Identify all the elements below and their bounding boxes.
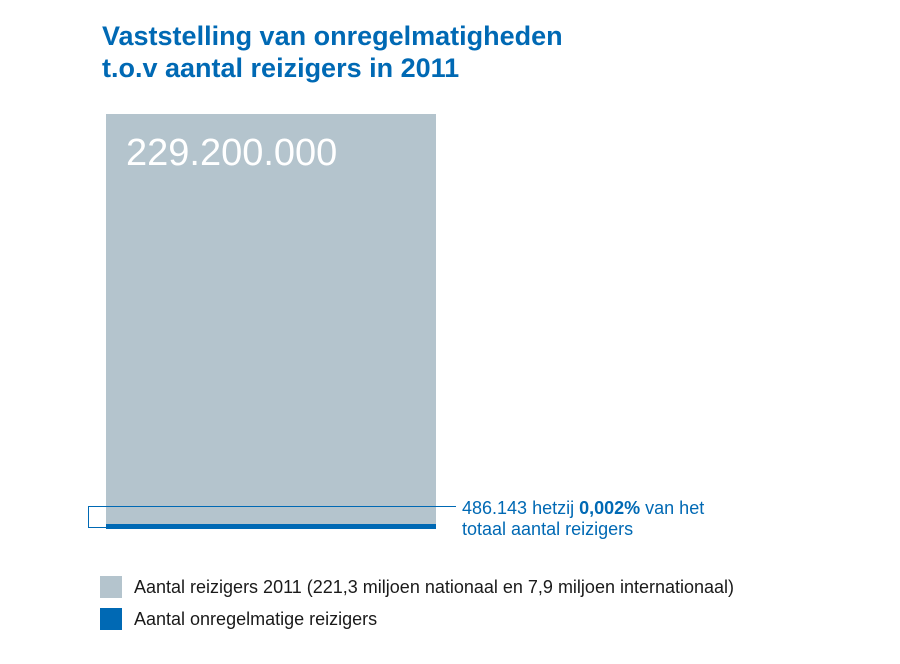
callout-prefix: 486.143 hetzij (462, 498, 579, 518)
chart-title-line2: t.o.v aantal reizigers in 2011 (102, 52, 563, 84)
bar-total-travellers (106, 114, 436, 524)
bar-irregular-travellers (106, 524, 436, 529)
callout-percent: 0,002% (579, 498, 640, 518)
legend-item: Aantal onregelmatige reizigers (100, 608, 734, 630)
legend-item: Aantal reizigers 2011 (221,3 miljoen nat… (100, 576, 734, 598)
bar-total-travellers-value: 229.200.000 (126, 132, 337, 175)
legend: Aantal reizigers 2011 (221,3 miljoen nat… (100, 576, 734, 640)
callout-label: 486.143 hetzij 0,002% van het totaal aan… (462, 498, 704, 540)
chart-title: Vaststelling van onregelmatigheden t.o.v… (102, 20, 563, 84)
legend-swatch-irregular (100, 608, 122, 630)
callout-suffix: van het (640, 498, 704, 518)
callout-connector-h2 (88, 506, 456, 507)
callout-label-line2: totaal aantal reizigers (462, 519, 704, 540)
legend-swatch-total (100, 576, 122, 598)
legend-label-total: Aantal reizigers 2011 (221,3 miljoen nat… (134, 577, 734, 598)
legend-label-irregular: Aantal onregelmatige reizigers (134, 609, 377, 630)
chart-title-line1: Vaststelling van onregelmatigheden (102, 20, 563, 52)
callout-label-line1: 486.143 hetzij 0,002% van het (462, 498, 704, 519)
callout-connector-h1 (88, 527, 106, 528)
chart-container: Vaststelling van onregelmatigheden t.o.v… (0, 0, 900, 664)
callout-connector-v (88, 506, 89, 528)
